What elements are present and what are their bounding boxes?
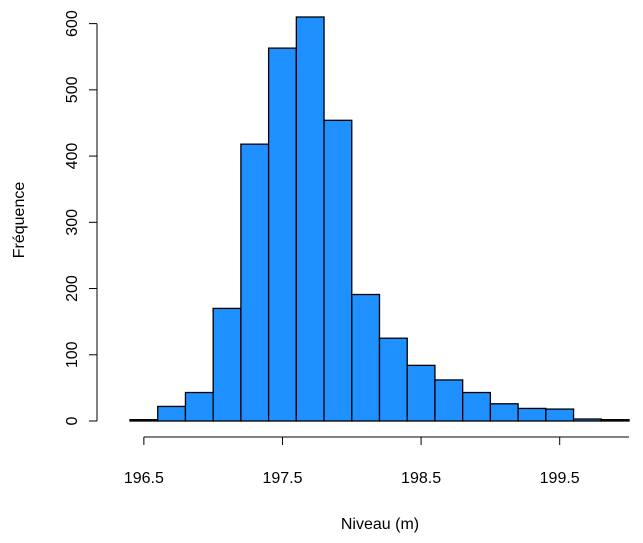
bar [323, 119, 353, 422]
x-axis-label: Niveau (m) [341, 516, 419, 533]
y-tick-label: 500 [64, 76, 81, 103]
bar [517, 407, 547, 422]
bar [406, 364, 436, 422]
bar [184, 391, 214, 422]
x-tick-label: 199.5 [540, 470, 580, 487]
x-tick-label: 196.5 [124, 470, 164, 487]
bar [572, 418, 602, 422]
y-tick-label: 300 [64, 209, 81, 236]
y-tick-label: 100 [64, 341, 81, 368]
x-tick-label: 197.5 [262, 470, 302, 487]
bar [295, 16, 325, 422]
bar [434, 379, 464, 422]
y-tick-label: 600 [64, 10, 81, 37]
y-axis-label: Fréquence [11, 182, 28, 259]
y-tick-label: 400 [64, 143, 81, 170]
x-tick-label: 198.5 [401, 470, 441, 487]
bar [267, 47, 297, 422]
bar [545, 408, 575, 422]
bar [462, 391, 492, 422]
y-tick-label: 200 [64, 275, 81, 302]
bar [600, 419, 630, 422]
bar [351, 293, 381, 422]
bar [240, 143, 270, 422]
bar [129, 419, 159, 422]
bar [489, 403, 519, 422]
bar [212, 307, 242, 422]
y-tick-label: 0 [64, 416, 81, 425]
bar [157, 405, 187, 422]
bar [378, 337, 408, 422]
